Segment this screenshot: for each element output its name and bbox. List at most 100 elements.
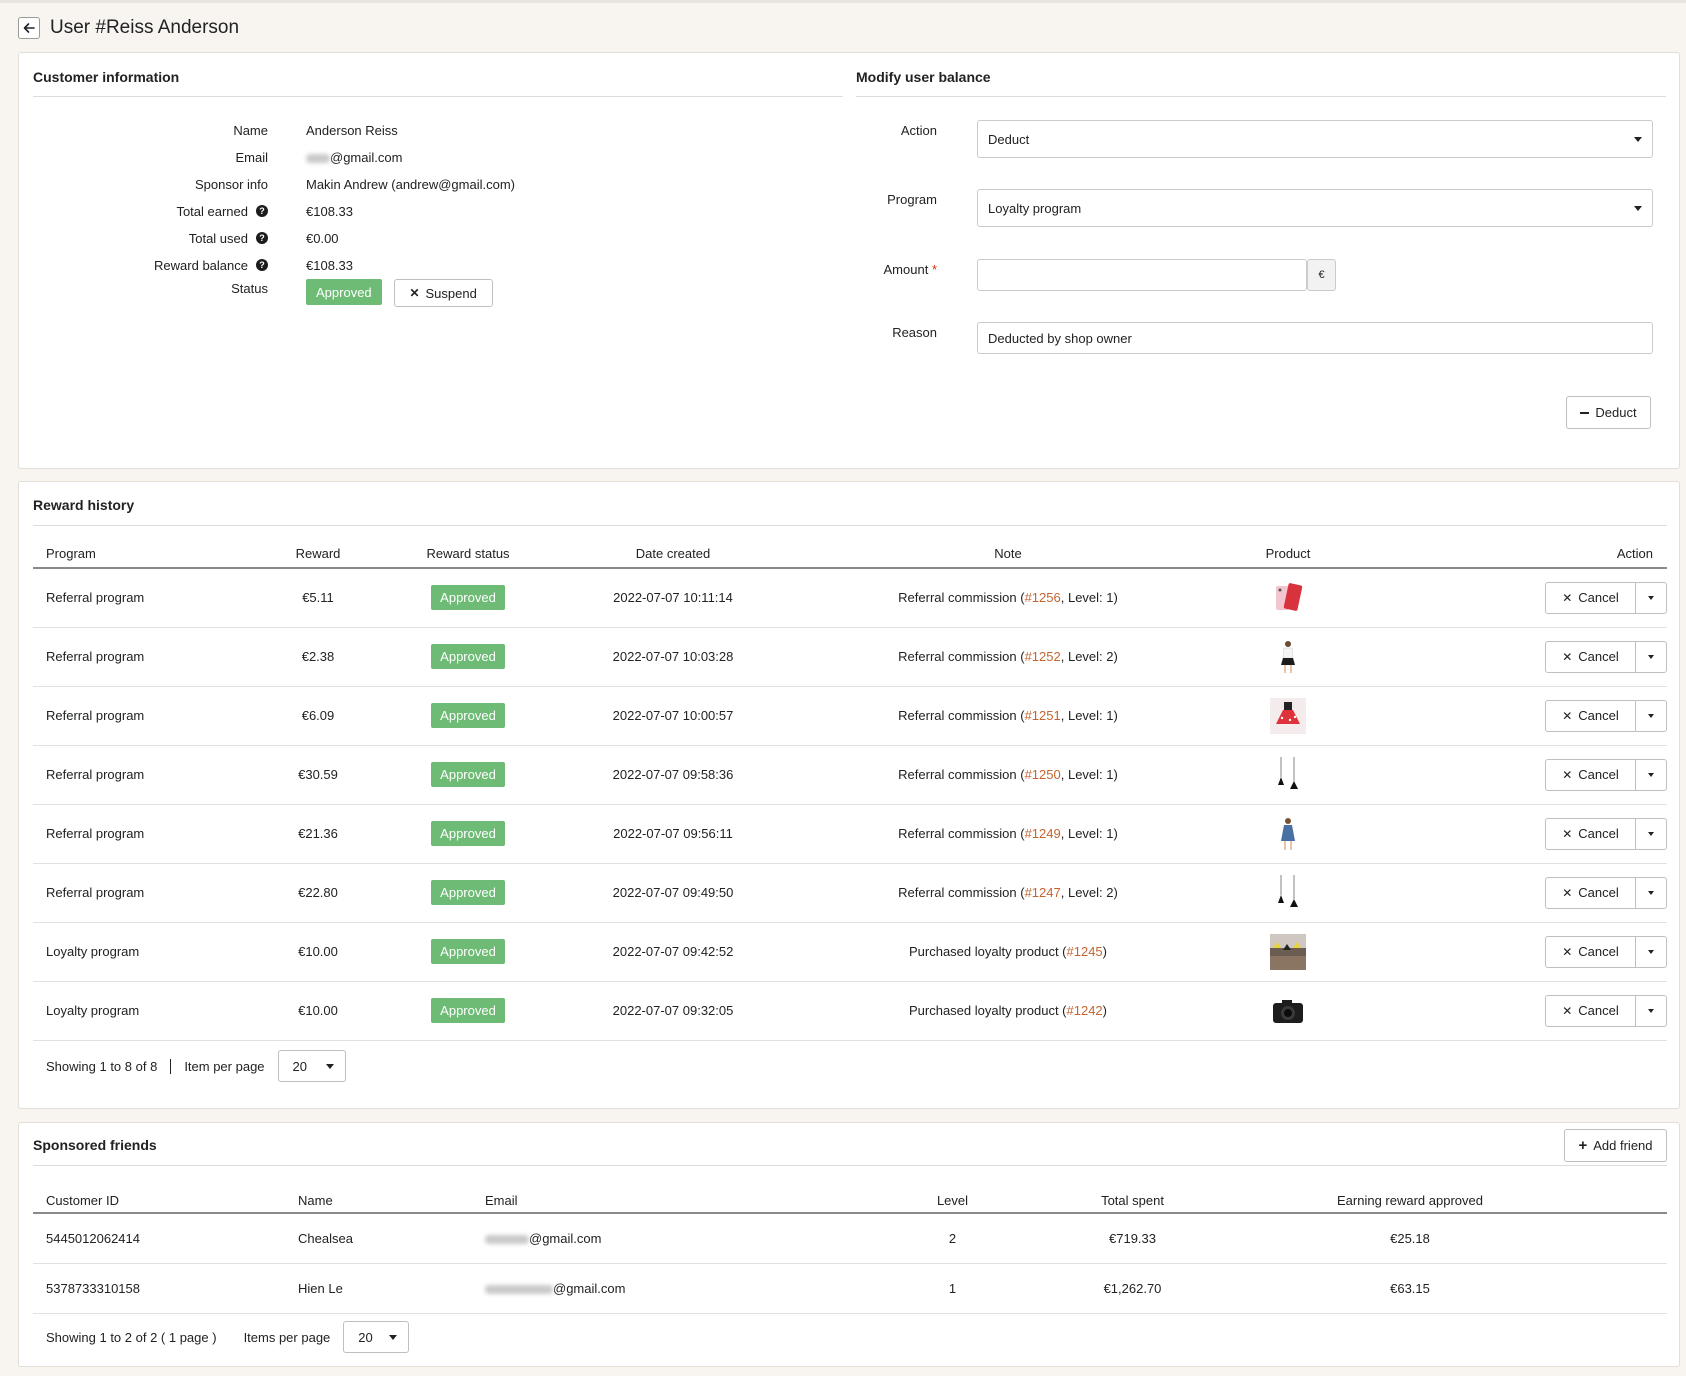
denim-dress-icon: [1238, 804, 1338, 864]
caret-down-icon: [1648, 595, 1654, 600]
note-cell: Referral commission (#1247, Level: 2): [778, 863, 1238, 923]
customer-id-link[interactable]: 5445012062414: [33, 1213, 298, 1264]
order-link[interactable]: #1251: [1024, 708, 1061, 723]
add-friend-button[interactable]: + Add friend: [1564, 1129, 1667, 1162]
pendant-lamp-icon: [1238, 863, 1338, 923]
suspend-button[interactable]: ✕ Suspend: [393, 279, 493, 307]
caret-down-icon: [1648, 949, 1654, 954]
order-link[interactable]: #1250: [1024, 767, 1061, 782]
close-icon: ✕: [1562, 944, 1573, 959]
reward-cell: €30.59: [268, 745, 368, 805]
email-cell: @gmail.com: [485, 1263, 885, 1314]
action-select[interactable]: Deduct: [977, 120, 1653, 158]
amount-input[interactable]: [977, 259, 1307, 291]
program-cell: Referral program: [33, 745, 268, 805]
date-cell: 2022-07-07 09:49:50: [568, 863, 778, 923]
sponsored-friends-divider: [33, 1165, 1667, 1166]
column-header: Reward status: [368, 540, 568, 569]
cancel-button[interactable]: ✕ Cancel: [1546, 759, 1636, 790]
reward-history-card: Reward history Program Reward Reward sta…: [18, 481, 1680, 1109]
table-row: Referral program €6.09 Approved 2022-07-…: [33, 686, 1667, 746]
blurred-text: [485, 1284, 553, 1294]
note-cell: Referral commission (#1250, Level: 1): [778, 745, 1238, 805]
status-badge: Approved: [431, 585, 505, 611]
action-dropdown-toggle[interactable]: [1636, 701, 1666, 731]
cancel-button[interactable]: ✕ Cancel: [1546, 877, 1636, 908]
caret-down-icon: [325, 1063, 334, 1069]
cancel-button[interactable]: ✕ Cancel: [1546, 582, 1636, 613]
skirt-icon: [1238, 627, 1338, 687]
modify-balance-title: Modify user balance: [856, 69, 991, 85]
sponsor-info: Makin Andrew (andrew@gmail.com): [306, 176, 515, 192]
action-dropdown-toggle[interactable]: [1636, 819, 1666, 849]
table-row: Referral program €22.80 Approved 2022-07…: [33, 863, 1667, 923]
status-badge: Approved: [431, 880, 505, 905]
customer-id-link[interactable]: 5378733310158: [33, 1263, 298, 1314]
blurred-text: [306, 153, 330, 163]
friend-name-link[interactable]: Hien Le: [298, 1263, 485, 1314]
reward-balance-label: Reward balance: [154, 257, 248, 273]
help-icon[interactable]: ?: [256, 232, 268, 244]
total-used-value: €0.00: [306, 230, 339, 246]
order-link[interactable]: #1245: [1066, 944, 1103, 959]
action-dropdown-toggle[interactable]: [1636, 937, 1666, 967]
sponsored-friends-card: Sponsored friends + Add friend Customer …: [18, 1122, 1680, 1367]
reward-history-pagination: Showing 1 to 8 of 8 Item per page 20: [46, 1050, 346, 1082]
order-link[interactable]: #1242: [1066, 1003, 1103, 1018]
program-select[interactable]: Loyalty program: [977, 189, 1653, 227]
reward-cell: €10.00: [268, 922, 368, 982]
reason-label: Reason: [892, 325, 937, 340]
cancel-split-button: ✕ Cancel: [1545, 994, 1667, 1027]
status-badge: Approved: [431, 939, 505, 964]
cancel-split-button: ✕ Cancel: [1545, 758, 1667, 791]
cancel-button[interactable]: ✕ Cancel: [1546, 818, 1636, 849]
camera-icon: [1238, 981, 1338, 1041]
order-link[interactable]: #1249: [1024, 826, 1061, 841]
action-dropdown-toggle[interactable]: [1636, 642, 1666, 672]
date-cell: 2022-07-07 10:11:14: [568, 568, 778, 628]
deduct-button[interactable]: Deduct: [1566, 396, 1651, 429]
earning-cell: €63.15: [1245, 1263, 1575, 1314]
table-row: Loyalty program €10.00 Approved 2022-07-…: [33, 981, 1667, 1041]
action-dropdown-toggle[interactable]: [1636, 760, 1666, 790]
program-cell: Referral program: [33, 863, 268, 923]
note-cell: Referral commission (#1252, Level: 2): [778, 627, 1238, 687]
close-icon: ✕: [1562, 767, 1573, 782]
customer-name[interactable]: Anderson Reiss: [306, 122, 398, 138]
date-cell: 2022-07-07 09:42:52: [568, 922, 778, 982]
earning-cell: €25.18: [1245, 1213, 1575, 1264]
date-cell: 2022-07-07 10:03:28: [568, 627, 778, 687]
action-dropdown-toggle[interactable]: [1636, 996, 1666, 1026]
order-link[interactable]: #1256: [1024, 590, 1061, 606]
help-icon[interactable]: ?: [256, 205, 268, 217]
reward-cell: €2.38: [268, 627, 368, 687]
table-row: 5445012062414 Chealsea @gmail.com 2 €719…: [33, 1213, 1667, 1264]
back-button[interactable]: [18, 17, 40, 39]
blurred-text: [485, 1234, 529, 1244]
per-page-select[interactable]: 20: [343, 1321, 410, 1353]
friend-name-link[interactable]: Chealsea: [298, 1213, 485, 1264]
cancel-button[interactable]: ✕ Cancel: [1546, 700, 1636, 731]
help-icon[interactable]: ?: [256, 259, 268, 271]
cancel-button[interactable]: ✕ Cancel: [1546, 641, 1636, 672]
status-label: Status: [231, 281, 268, 296]
table-row: Referral program €2.38 Approved 2022-07-…: [33, 627, 1667, 687]
caret-down-icon: [1634, 205, 1642, 211]
column-header: Date created: [568, 540, 778, 569]
cancel-button[interactable]: ✕ Cancel: [1546, 995, 1636, 1026]
action-dropdown-toggle[interactable]: [1636, 878, 1666, 908]
order-link[interactable]: #1247: [1024, 885, 1061, 900]
per-page-select[interactable]: 20: [277, 1050, 346, 1082]
action-label: Action: [900, 123, 937, 138]
sponsored-friends-table: Customer ID Name Email Level Total spent…: [33, 1188, 1667, 1314]
cancel-split-button: ✕ Cancel: [1545, 699, 1667, 732]
action-dropdown-toggle[interactable]: [1636, 583, 1666, 613]
column-header: Action: [1338, 540, 1667, 569]
info-row-total-earned: Total earned? €108.33: [19, 200, 353, 222]
cancel-button[interactable]: ✕ Cancel: [1546, 936, 1636, 967]
amount-label: Amount *: [883, 262, 938, 277]
reason-input[interactable]: Deducted by shop owner: [977, 322, 1653, 354]
close-icon: ✕: [1562, 826, 1573, 841]
order-link[interactable]: #1252: [1024, 649, 1061, 664]
program-cell: Loyalty program: [33, 981, 268, 1041]
